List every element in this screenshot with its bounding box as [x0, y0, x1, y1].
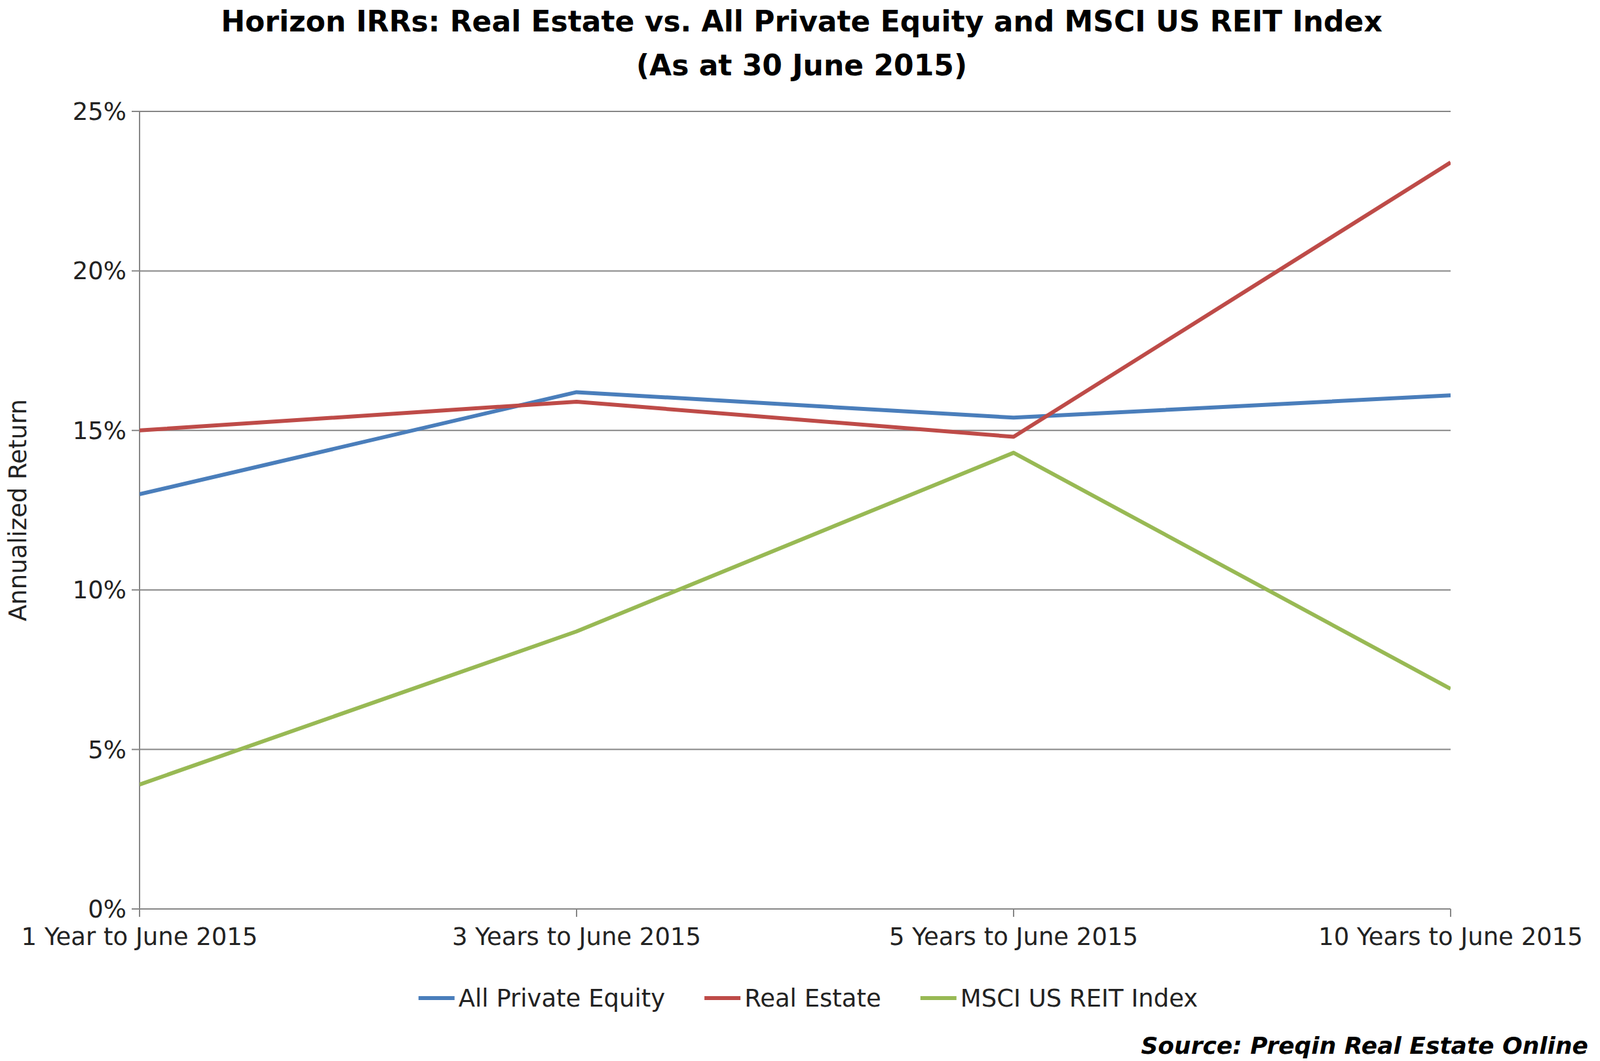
y-axis: [138, 111, 141, 909]
series-line: [139, 162, 1451, 438]
source: Source: Preqin Real Estate Online: [1140, 1031, 1589, 1059]
legend-swatch: [920, 995, 957, 1000]
grid-line: [139, 908, 1451, 910]
legend-item: MSCI US REIT Index: [920, 984, 1198, 1013]
plot-area: [139, 162, 1451, 785]
subtitle: (As at 30 June 2015): [636, 48, 968, 82]
y-tick: [131, 748, 140, 751]
y-tick: [131, 110, 140, 113]
y-axis-label: Annualized Return: [3, 399, 33, 622]
y-tick-label: 10%: [72, 575, 127, 605]
series-line: [139, 391, 1451, 495]
x-tick-label: 5 Years to June 2015: [889, 922, 1139, 951]
x-tick: [1449, 908, 1452, 917]
y-tick-label: 0%: [87, 895, 127, 924]
legend-item: All Private Equity: [418, 984, 666, 1013]
y-tick: [131, 269, 140, 272]
legend-swatch: [704, 995, 741, 1000]
legend-swatch: [418, 995, 455, 1000]
x-tick: [1012, 908, 1015, 917]
y-tick-label: 25%: [72, 97, 127, 126]
legend-item: Real Estate: [704, 984, 882, 1013]
x-tick-label: 10 Years to June 2015: [1318, 922, 1583, 951]
y-tick: [131, 589, 140, 591]
y-tick: [131, 429, 140, 432]
x-tick: [138, 908, 141, 917]
grid-line: [139, 589, 1451, 591]
legend-label: MSCI US REIT Index: [960, 984, 1198, 1013]
x-tick-label: 3 Years to June 2015: [452, 922, 702, 951]
y-tick: [131, 908, 140, 910]
y-tick-label: 20%: [72, 256, 127, 286]
grid-line: [139, 748, 1451, 751]
series-line: [139, 452, 1451, 785]
chart: Horizon IRRs: Real Estate vs. All Privat…: [0, 0, 1600, 1061]
title: Horizon IRRs: Real Estate vs. All Privat…: [220, 4, 1383, 39]
y-tick-label: 5%: [87, 735, 127, 764]
legend-label: All Private Equity: [458, 984, 666, 1013]
grid-line: [139, 269, 1451, 272]
x-axis: [139, 908, 1451, 910]
grid-line: [139, 110, 1451, 113]
x-tick: [575, 908, 578, 917]
grid-line: [139, 429, 1451, 432]
legend-label: Real Estate: [744, 984, 882, 1013]
x-tick-label: 1 Year to June 2015: [21, 922, 259, 951]
y-tick-label: 15%: [72, 416, 127, 445]
